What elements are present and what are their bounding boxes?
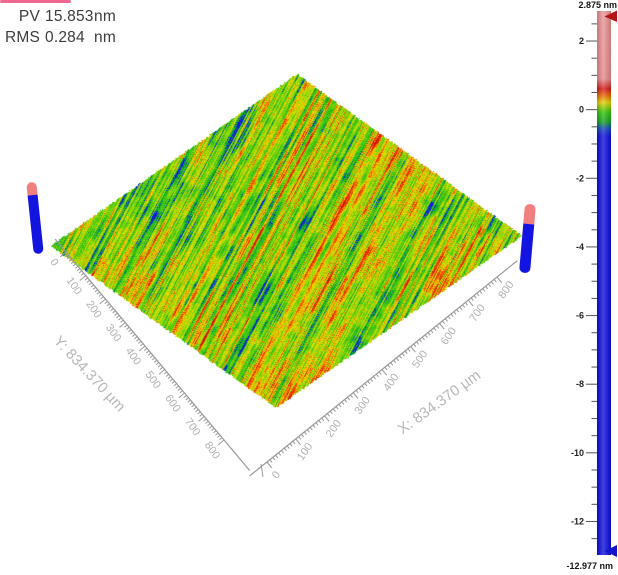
left-corner-marker-cap: [26, 181, 38, 196]
pv-unit: nm: [94, 7, 116, 25]
colorbar-sheen: [597, 11, 611, 555]
rms-value: 0.284: [45, 28, 85, 46]
rms-label: RMS: [4, 28, 40, 46]
colorbar-max-label: 2.875 nm: [578, 0, 617, 10]
colorbar-gradient: [597, 11, 611, 555]
right-corner-marker-cap: [523, 203, 536, 225]
measurement-readout: PV 15.853 nm RMS 0.284 nm: [0, 6, 116, 48]
rms-unit: nm: [94, 28, 116, 46]
pv-value: 15.853: [45, 7, 94, 25]
pv-label: PV: [18, 7, 40, 25]
colorbar-min-label: -12.977 nm: [566, 561, 613, 571]
